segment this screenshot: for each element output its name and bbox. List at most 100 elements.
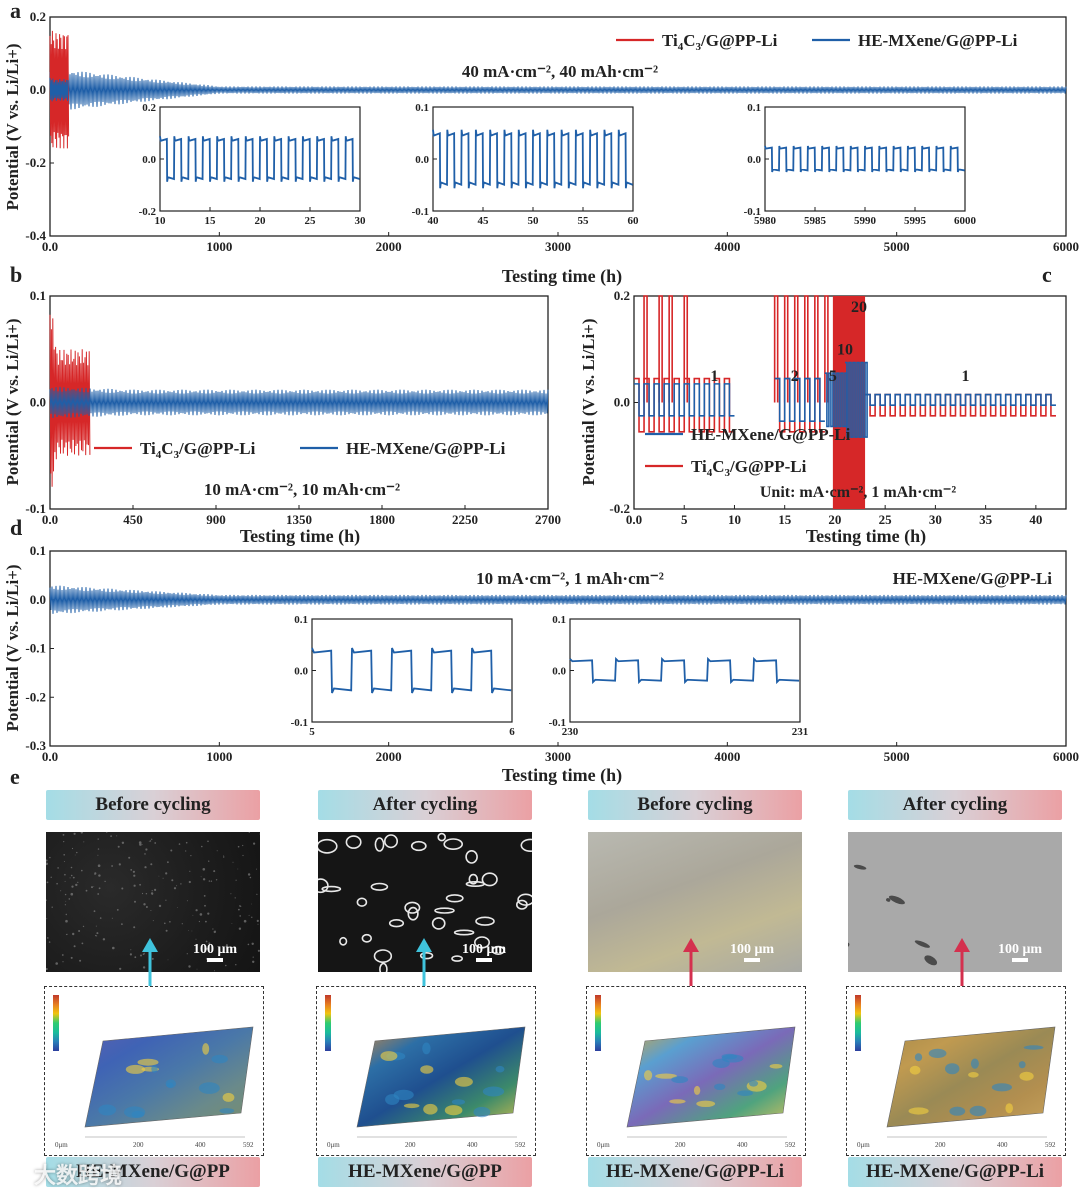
speck xyxy=(242,854,244,857)
speck xyxy=(171,879,174,882)
chart-a-legend-he-label: HE-MXene/G@PP-Li xyxy=(858,31,1018,50)
speck xyxy=(121,923,123,925)
speck xyxy=(72,932,75,936)
chart-a-inset-0-ytick-label-0: -0.2 xyxy=(139,206,157,218)
micrograph-after-2 xyxy=(848,832,1062,972)
speck xyxy=(180,883,182,885)
speck xyxy=(46,862,48,866)
speck xyxy=(60,890,62,892)
chart-c-xtick-label-0: 0.0 xyxy=(626,512,642,527)
map-feature xyxy=(1005,1103,1013,1114)
speck xyxy=(116,835,118,837)
speck xyxy=(154,842,157,844)
chart-d-inset-0-xtick-label-1: 6 xyxy=(509,726,515,738)
speck xyxy=(63,861,65,862)
map-feature xyxy=(655,1073,677,1079)
chart-a-legend-ti-ti: Ti xyxy=(662,31,678,50)
chart-c-he-seg-0 xyxy=(634,383,735,417)
speck xyxy=(189,870,191,872)
chart-c-annotation: Unit: mA·cm⁻², 1 mAh·cm⁻² xyxy=(760,484,956,501)
chart-c-xlabel: Testing time (h) xyxy=(806,526,926,547)
speck xyxy=(205,920,207,923)
speck xyxy=(130,949,132,951)
map-feature xyxy=(124,1106,146,1118)
speck xyxy=(169,921,171,923)
speck xyxy=(240,905,242,907)
speck xyxy=(70,874,73,877)
deposit-ring xyxy=(321,885,342,893)
speck xyxy=(151,890,153,892)
chart-c-ti-spike-0-1 xyxy=(658,295,663,403)
chart-a-inset-1-ytick-label-2: 0.1 xyxy=(415,102,429,114)
speck xyxy=(68,898,71,900)
panel-label-c: c xyxy=(1042,262,1052,287)
chart-c-legend-he-label: HE-MXene/G@PP-Li xyxy=(691,425,851,444)
speck xyxy=(144,866,147,869)
deposit-ring xyxy=(419,951,434,960)
speck xyxy=(247,943,250,946)
speck xyxy=(85,889,88,892)
map-feature xyxy=(166,1082,174,1088)
speck xyxy=(111,865,113,867)
chart-d-inset-1-xtick-label-0: 230 xyxy=(562,726,579,738)
speck xyxy=(232,861,234,863)
chart-c-ti-spike-1-5 xyxy=(824,295,829,403)
map-axis-label: 400 xyxy=(737,1141,748,1149)
speck xyxy=(204,904,206,907)
speck xyxy=(82,925,85,928)
map-feature xyxy=(482,1086,505,1097)
speck xyxy=(257,949,260,952)
chart-d-xlabel: Testing time (h) xyxy=(502,765,622,786)
chart-b-xtick-label-1: 450 xyxy=(123,512,143,527)
watermark: 大数跨境 xyxy=(34,1164,123,1189)
chart-b-series-he xyxy=(49,386,549,419)
speck xyxy=(47,937,49,939)
chart-d-xtick-label-2: 2000 xyxy=(376,749,402,764)
map-axis-label: 400 xyxy=(467,1141,478,1149)
map-feature xyxy=(908,1107,929,1115)
caption-3: HE-MXene/G@PP-Li xyxy=(588,1157,802,1187)
map-feature xyxy=(1023,1045,1044,1050)
chart-c-rate-label-5: 1 xyxy=(962,368,970,385)
chart-c-rate-label-2: 5 xyxy=(829,368,837,385)
speck xyxy=(81,869,83,872)
speck xyxy=(97,848,100,850)
chart-c-ti-spike-1-2 xyxy=(793,295,799,403)
chart-b-xlabel: Testing time (h) xyxy=(240,526,360,547)
speck xyxy=(121,887,124,890)
chart-a-legend-ti-sub4: 4 xyxy=(678,41,684,53)
speck xyxy=(145,848,148,851)
chart-a-inset-0-xtick-label-1: 15 xyxy=(205,215,217,227)
deposit-ring xyxy=(437,832,446,842)
chart-a-inset-1-xtick-label-1: 45 xyxy=(478,215,490,227)
map-surface xyxy=(626,1026,796,1128)
chart-b-xtick-label-2: 900 xyxy=(206,512,226,527)
speck xyxy=(69,877,71,879)
map-feature xyxy=(949,1106,966,1116)
speck xyxy=(97,854,99,856)
chart-d-xtick-label-4: 4000 xyxy=(714,749,740,764)
chart-d-xtick-label-5: 5000 xyxy=(884,749,910,764)
speck xyxy=(238,908,240,911)
map-colorbar xyxy=(325,995,331,1051)
tag-after-1: After cycling xyxy=(318,790,532,820)
chart-d-inset-0-ytick-label-0: -0.1 xyxy=(291,717,308,729)
chart-c-xtick-label-3: 15 xyxy=(778,512,792,527)
speck xyxy=(256,919,259,922)
map-feature xyxy=(644,1070,653,1081)
scale-bar-3: 100 μm xyxy=(730,942,774,962)
chart-a-inset-1-xtick-label-0: 40 xyxy=(428,215,440,227)
speck xyxy=(186,900,188,902)
dendrite-blob xyxy=(914,940,930,948)
chart-a-inset-1-xtick-label-4: 60 xyxy=(628,215,640,227)
chart-d-inset-1-series xyxy=(569,656,800,685)
speck xyxy=(46,918,48,920)
chart-c-ytick-label-0: -0.2 xyxy=(609,501,630,516)
chart-d-inset-1-ytick-label-1: 0.0 xyxy=(552,666,566,678)
map-feature xyxy=(669,1099,686,1104)
speck xyxy=(139,843,142,846)
deposit-ring xyxy=(345,835,362,849)
speck xyxy=(150,910,152,911)
speck xyxy=(188,965,191,968)
map-feature xyxy=(420,1065,434,1074)
